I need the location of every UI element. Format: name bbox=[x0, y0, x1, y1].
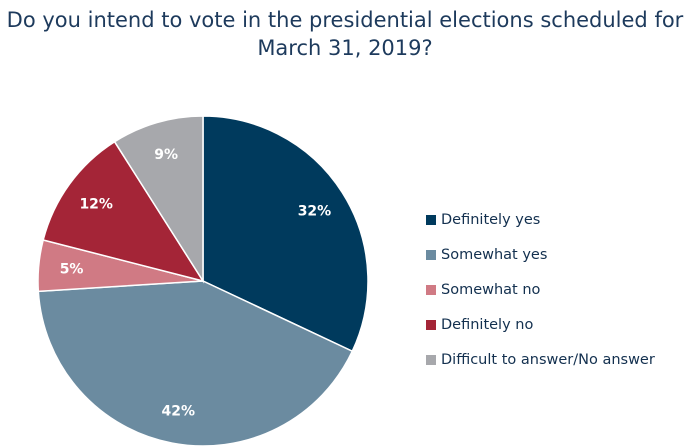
legend-label: Difficult to answer/No answer bbox=[441, 351, 655, 368]
legend-item: Somewhat yes bbox=[426, 237, 655, 272]
legend-item: Definitely yes bbox=[426, 202, 655, 237]
legend-label: Definitely yes bbox=[441, 211, 541, 228]
legend-swatch bbox=[426, 319, 436, 330]
pie-slice-definitely-yes bbox=[202, 115, 369, 353]
pie-slice-somewhat-yes bbox=[37, 280, 354, 447]
pie-slice-difficult-to-answer-no-answer bbox=[113, 115, 204, 284]
data-label: 5% bbox=[60, 262, 84, 278]
legend-swatch bbox=[426, 284, 436, 295]
legend-item: Definitely no bbox=[426, 307, 655, 342]
chart-title-line-1: Do you intend to vote in the presidentia… bbox=[6, 8, 684, 32]
legend-swatch bbox=[426, 354, 436, 365]
legend-item: Difficult to answer/No answer bbox=[426, 342, 655, 377]
legend-label: Somewhat yes bbox=[441, 246, 548, 263]
legend-label: Somewhat no bbox=[441, 281, 541, 298]
legend: Definitely yes Somewhat yes Somewhat no Def… bbox=[426, 202, 655, 377]
legend-swatch bbox=[426, 249, 436, 260]
data-label: 32% bbox=[298, 203, 332, 219]
chart-title: Do you intend to vote in the presidentia… bbox=[0, 6, 690, 62]
legend-item: Somewhat no bbox=[426, 272, 655, 307]
data-label: 12% bbox=[79, 196, 113, 212]
data-label: 9% bbox=[154, 147, 178, 163]
chart-title-line-2: March 31, 2019? bbox=[257, 36, 433, 60]
data-label: 42% bbox=[162, 404, 196, 420]
pie-slice-definitely-no bbox=[42, 140, 205, 283]
legend-label: Definitely no bbox=[441, 316, 534, 333]
legend-swatch bbox=[426, 214, 436, 225]
